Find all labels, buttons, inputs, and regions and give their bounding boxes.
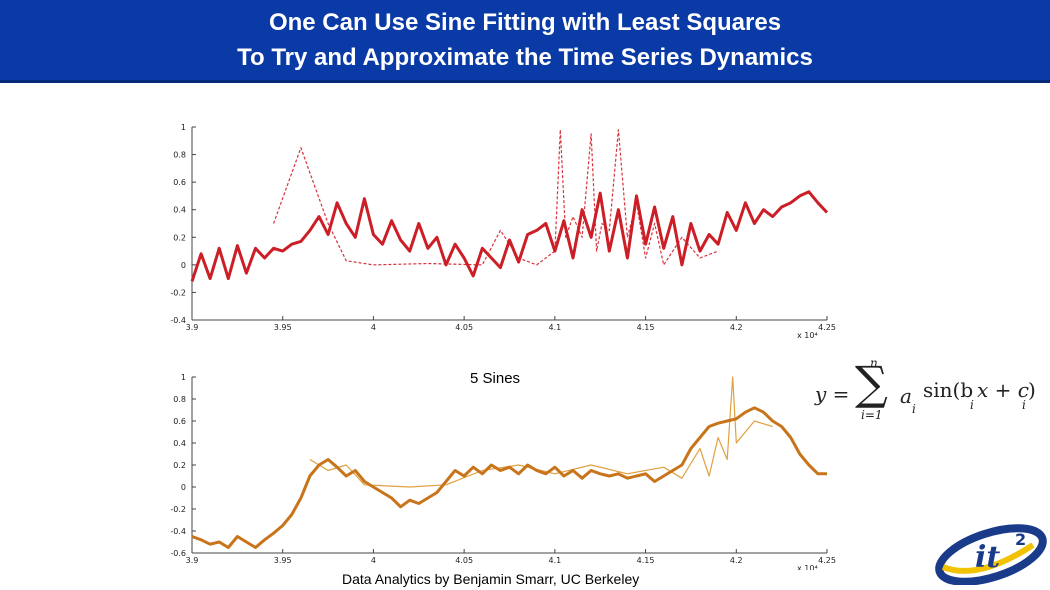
slide-title-line-1: One Can Use Sine Fitting with Least Squa… — [268, 9, 782, 36]
sine-sum-formula: y = ∑ n i=1 a i sin(b i x + c i ) — [815, 356, 1040, 426]
x-tick-label: 4.2 — [730, 323, 743, 332]
y-tick-label: 0.6 — [173, 417, 186, 426]
credit-text: Data Analytics by Benjamin Smarr, UC Ber… — [342, 571, 640, 587]
data-series-line — [309, 376, 773, 488]
title-banner: One Can Use Sine Fitting with Least Squa… — [0, 0, 1050, 83]
y-tick-label: 0.6 — [173, 178, 186, 187]
y-tick-label: -0.2 — [170, 505, 186, 514]
y-tick-label: 0.2 — [173, 233, 186, 242]
x-tick-label: 4.2 — [730, 556, 743, 565]
y-tick-label: 0.8 — [173, 151, 186, 160]
chart-label-5-sines: 5 Sines — [470, 370, 521, 387]
fit-series-line — [190, 190, 829, 282]
it2-logo: it 2 — [935, 524, 1047, 585]
x-tick-label: 4.1 — [548, 323, 561, 332]
formula-a-sub: i — [912, 402, 916, 416]
logo-superscript: 2 — [1015, 530, 1026, 549]
y-tick-label: -0.6 — [170, 549, 186, 558]
y-tick-label: 0 — [181, 261, 186, 270]
y-tick-label: 0.2 — [173, 461, 186, 470]
formula-upper-limit: n — [870, 356, 878, 370]
y-tick-label: -0.4 — [170, 527, 186, 536]
x-exponent-label: x 10⁴ — [797, 564, 818, 570]
chart-bottom: 3.9 3.95 4 4.05 4.1 4.15 4.2 4.25 1 0.8 0.6 0.4 0.2 0… — [170, 373, 836, 570]
formula-a: a — [900, 384, 912, 408]
x-tick-label: 4.05 — [455, 556, 473, 565]
x-tick-label: 4 — [371, 556, 376, 565]
formula-c-sub: i — [1022, 398, 1026, 412]
formula-y: y = — [815, 382, 850, 406]
x-tick-label: 4.25 — [818, 556, 836, 565]
x-tick-label: 4.1 — [548, 556, 561, 565]
y-tick-label: 0.4 — [173, 439, 186, 448]
fit-series-line — [191, 406, 827, 549]
formula-b-sub: i — [970, 398, 974, 412]
x-tick-label: 3.9 — [186, 323, 199, 332]
x-tick-label: 3.95 — [274, 556, 292, 565]
formula-sin: sin(b — [923, 378, 974, 402]
formula-x-part: x + c — [977, 378, 1029, 402]
x-tick-label: 4.15 — [637, 323, 655, 332]
formula-sum-symbol: ∑ — [855, 356, 888, 410]
y-tick-label: 0.8 — [173, 395, 186, 404]
slide-title-line-2: To Try and Approximate the Time Series D… — [237, 44, 813, 71]
formula-lower-limit: i=1 — [861, 408, 883, 422]
y-tick-label: -0.4 — [170, 316, 186, 325]
y-tick-label: 0.4 — [173, 206, 186, 215]
x-tick-label: 4.25 — [818, 323, 836, 332]
x-tick-label: 3.95 — [274, 323, 292, 332]
x-tick-label: 3.9 — [186, 556, 199, 565]
y-tick-label: 1 — [181, 123, 186, 132]
x-exponent-label: x 10⁴ — [797, 331, 818, 340]
logo-text: it — [975, 540, 1000, 575]
x-tick-label: 4.15 — [637, 556, 655, 565]
y-tick-label: 1 — [181, 373, 186, 382]
y-tick-label: 0 — [181, 483, 186, 492]
y-tick-label: -0.2 — [170, 288, 186, 297]
chart-top: 3.9 3.95 4 4.05 4.1 4.15 4.2 4.25 1 0.8 0.6 0.4 0.2 0… — [170, 123, 836, 340]
data-series-line — [273, 129, 719, 266]
x-tick-label: 4.05 — [455, 323, 473, 332]
x-tick-label: 4 — [371, 323, 376, 332]
formula-close: ) — [1028, 378, 1036, 402]
